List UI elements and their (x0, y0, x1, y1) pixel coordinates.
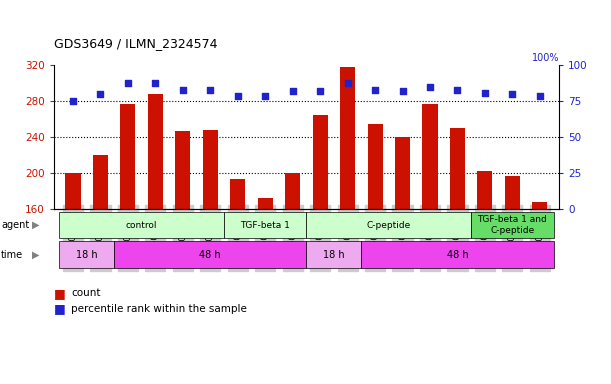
Bar (148, 94, 163, 209)
Bar (532, 202, 547, 209)
Point (150, 79, 160, 86)
Point (68, 98, 78, 104)
Text: C-peptide: C-peptide (367, 220, 411, 230)
Text: TGF-beta 1 and
C-peptide: TGF-beta 1 and C-peptide (478, 215, 547, 235)
Point (370, 87, 380, 93)
Point (508, 91, 518, 97)
Bar (258, 199, 273, 209)
Text: GDS3649 / ILMN_2324574: GDS3649 / ILMN_2324574 (54, 37, 218, 50)
Text: ■: ■ (54, 287, 65, 300)
Bar (422, 104, 437, 209)
Text: ▶: ▶ (32, 220, 40, 230)
Bar (203, 130, 218, 209)
Text: control: control (126, 220, 158, 230)
Point (260, 93, 270, 99)
Text: 100%: 100% (532, 53, 559, 63)
Point (480, 89, 490, 96)
Bar (477, 172, 492, 209)
FancyBboxPatch shape (307, 241, 361, 268)
Text: count: count (71, 288, 100, 298)
Text: 48 h: 48 h (199, 250, 221, 260)
Bar (285, 173, 300, 209)
Bar (340, 67, 355, 209)
Text: agent: agent (1, 220, 29, 230)
FancyBboxPatch shape (59, 212, 224, 238)
Bar (175, 131, 191, 209)
FancyBboxPatch shape (59, 241, 114, 268)
Text: 48 h: 48 h (447, 250, 468, 260)
FancyBboxPatch shape (224, 212, 307, 238)
Text: 18 h: 18 h (323, 250, 345, 260)
Bar (120, 104, 136, 209)
Point (178, 87, 188, 93)
FancyBboxPatch shape (307, 212, 471, 238)
FancyBboxPatch shape (361, 241, 554, 268)
Text: TGF-beta 1: TGF-beta 1 (240, 220, 290, 230)
FancyBboxPatch shape (471, 212, 554, 238)
Point (95, 91, 105, 97)
Point (535, 93, 545, 99)
Bar (368, 124, 382, 209)
Bar (313, 115, 327, 209)
Text: time: time (1, 250, 23, 260)
Bar (450, 128, 465, 209)
Point (205, 87, 215, 93)
Point (233, 93, 243, 99)
Point (398, 88, 408, 94)
Point (123, 79, 133, 86)
FancyBboxPatch shape (114, 241, 307, 268)
Text: ▶: ▶ (32, 250, 40, 260)
Point (315, 88, 325, 94)
Text: percentile rank within the sample: percentile rank within the sample (71, 304, 247, 314)
Bar (395, 137, 410, 209)
Text: ■: ■ (54, 302, 65, 315)
Bar (93, 155, 108, 209)
Point (288, 88, 298, 94)
Point (343, 79, 353, 86)
Bar (65, 173, 81, 209)
Bar (230, 179, 245, 209)
Point (453, 87, 463, 93)
Bar (505, 176, 520, 209)
Point (425, 84, 435, 90)
Text: 18 h: 18 h (76, 250, 98, 260)
